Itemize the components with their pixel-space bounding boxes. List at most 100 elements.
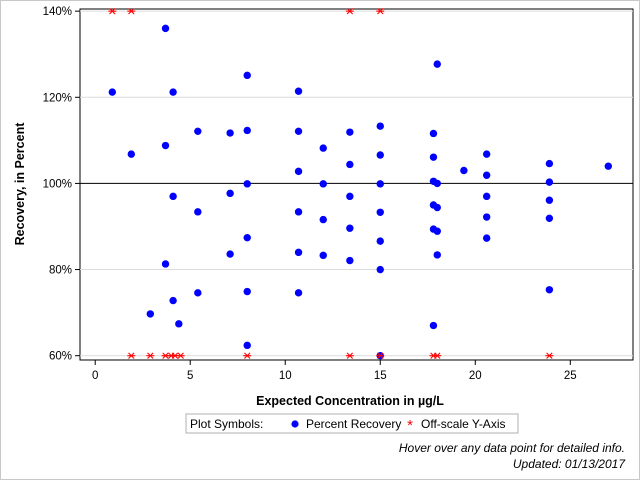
y-tick-label: 140% <box>43 6 72 18</box>
data-point[interactable] <box>226 189 234 198</box>
data-point[interactable] <box>243 180 251 188</box>
data-point[interactable] <box>433 179 441 188</box>
data-point[interactable] <box>243 233 251 242</box>
data-point[interactable] <box>169 88 177 96</box>
data-point[interactable] <box>545 286 554 294</box>
data-point[interactable] <box>319 251 327 260</box>
data-point[interactable] <box>108 88 117 96</box>
data-point[interactable] <box>319 215 327 224</box>
data-point[interactable] <box>294 167 303 176</box>
data-point[interactable] <box>429 153 438 161</box>
data-point[interactable] <box>294 289 303 297</box>
legend-label-percent-recovery: Percent Recovery <box>306 417 401 431</box>
data-point[interactable] <box>604 162 612 170</box>
data-point[interactable] <box>194 127 202 136</box>
data-point[interactable] <box>545 178 554 186</box>
legend-label-off-scale: Off-scale Y-Axis <box>421 417 505 431</box>
data-point[interactable] <box>146 310 155 318</box>
data-point[interactable] <box>194 289 202 297</box>
legend-box <box>185 413 519 434</box>
data-point[interactable] <box>294 248 303 257</box>
off-scale-marker[interactable] <box>127 352 136 359</box>
off-scale-marker[interactable] <box>433 352 442 359</box>
legend: Plot Symbols: Percent Recovery * Off-sca… <box>185 413 519 434</box>
y-tick-label: 100% <box>43 178 72 190</box>
data-point[interactable] <box>433 251 441 259</box>
data-point[interactable] <box>545 214 554 223</box>
off-scale-marker[interactable] <box>545 352 554 359</box>
data-point[interactable] <box>482 150 491 158</box>
y-tick-label: 60% <box>49 351 72 363</box>
off-scale-marker[interactable] <box>376 7 385 15</box>
data-point[interactable] <box>226 250 234 258</box>
hover-note: Hover over any data point for detailed i… <box>398 441 625 455</box>
data-point[interactable] <box>376 208 384 216</box>
data-point[interactable] <box>161 141 170 150</box>
x-tick-label: 15 <box>374 370 387 382</box>
legend-title: Plot Symbols: <box>190 417 263 431</box>
data-point[interactable] <box>545 196 554 204</box>
off-scale-marker[interactable] <box>127 7 136 15</box>
data-point[interactable] <box>376 237 384 245</box>
data-point[interactable] <box>169 296 177 305</box>
x-axis-title: Expected Concentration in µg/L <box>256 394 444 408</box>
data-point[interactable] <box>460 166 468 175</box>
data-point[interactable] <box>294 127 303 136</box>
y-axis-ticks: 60% 80% 100% 120% 140% <box>43 6 80 363</box>
data-point[interactable] <box>294 87 303 95</box>
legend-asterisk-marker: * <box>407 417 413 434</box>
off-scale-marker[interactable] <box>376 352 385 359</box>
data-point[interactable] <box>127 150 136 158</box>
x-axis-ticks: 0 5 10 15 20 25 <box>92 360 577 382</box>
data-point[interactable] <box>346 128 354 136</box>
data-point[interactable] <box>346 192 354 201</box>
data-point[interactable] <box>482 192 491 201</box>
data-point[interactable] <box>175 320 183 328</box>
data-point[interactable] <box>429 321 438 330</box>
data-point[interactable] <box>319 180 327 188</box>
data-point[interactable] <box>161 260 170 268</box>
off-scale-marker[interactable] <box>108 7 117 15</box>
data-point[interactable] <box>243 341 251 350</box>
data-point[interactable] <box>319 144 327 152</box>
x-tick-label: 10 <box>279 370 292 382</box>
updated-note: Updated: 01/13/2017 <box>512 457 625 471</box>
data-point[interactable] <box>482 171 491 179</box>
off-scale-marker[interactable] <box>146 352 155 359</box>
data-point[interactable] <box>346 224 354 232</box>
data-point[interactable] <box>194 208 202 216</box>
data-point[interactable] <box>243 71 251 80</box>
legend-circle-marker <box>291 420 299 428</box>
data-point[interactable] <box>243 126 251 135</box>
data-point[interactable] <box>346 256 354 265</box>
data-point[interactable] <box>169 192 177 201</box>
off-scale-marker[interactable] <box>243 352 252 359</box>
x-tick-label: 0 <box>92 370 98 382</box>
data-point[interactable] <box>346 160 354 169</box>
y-tick-label: 80% <box>49 265 72 277</box>
data-point[interactable] <box>243 287 251 296</box>
data-point[interactable] <box>429 129 438 138</box>
x-tick-label: 20 <box>469 370 482 382</box>
data-point[interactable] <box>376 265 384 274</box>
data-point[interactable] <box>545 159 554 168</box>
data-point[interactable] <box>482 234 491 242</box>
x-tick-label: 5 <box>187 370 193 382</box>
x-tick-label: 25 <box>564 370 577 382</box>
data-point[interactable] <box>433 203 441 212</box>
data-point[interactable] <box>433 227 441 235</box>
data-point[interactable] <box>226 129 234 137</box>
off-scale-marker[interactable] <box>345 352 354 359</box>
data-points <box>108 7 612 360</box>
data-point[interactable] <box>433 60 441 68</box>
y-axis-title: Recovery, in Percent <box>13 122 27 246</box>
data-point[interactable] <box>161 24 170 33</box>
off-scale-marker[interactable] <box>176 352 185 359</box>
data-point[interactable] <box>376 180 384 188</box>
off-scale-marker[interactable] <box>345 7 354 15</box>
data-point[interactable] <box>482 213 491 221</box>
data-point[interactable] <box>376 151 384 159</box>
data-point[interactable] <box>294 208 303 216</box>
data-point[interactable] <box>376 122 384 130</box>
